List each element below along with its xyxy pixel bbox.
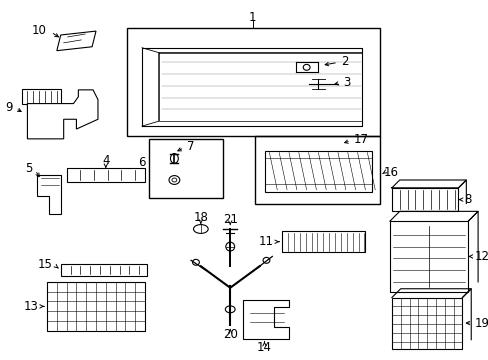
Polygon shape: [389, 221, 468, 292]
Text: 3: 3: [342, 76, 349, 89]
Text: 21: 21: [222, 213, 237, 226]
Ellipse shape: [303, 64, 309, 70]
Text: 8: 8: [464, 193, 471, 206]
Ellipse shape: [225, 306, 235, 313]
Text: 4: 4: [102, 154, 109, 167]
Ellipse shape: [172, 178, 177, 182]
Ellipse shape: [192, 259, 199, 265]
Polygon shape: [243, 300, 288, 339]
Text: 5: 5: [25, 162, 32, 175]
Text: 9: 9: [5, 101, 13, 114]
Polygon shape: [264, 150, 371, 192]
Text: 2: 2: [340, 55, 348, 68]
Text: 14: 14: [257, 341, 271, 354]
Ellipse shape: [225, 242, 234, 251]
Ellipse shape: [170, 154, 178, 163]
Text: 11: 11: [258, 235, 273, 248]
Text: 7: 7: [187, 140, 194, 153]
Polygon shape: [27, 90, 98, 139]
Ellipse shape: [193, 225, 208, 233]
Text: 10: 10: [32, 24, 47, 37]
Polygon shape: [57, 31, 96, 51]
Polygon shape: [282, 231, 365, 252]
Bar: [127, 28, 379, 136]
Polygon shape: [66, 168, 145, 182]
Text: 13: 13: [23, 300, 38, 313]
Polygon shape: [37, 175, 61, 214]
Text: 20: 20: [223, 328, 237, 341]
Text: 15: 15: [38, 258, 53, 271]
Polygon shape: [391, 298, 462, 348]
Text: 16: 16: [383, 166, 398, 179]
Ellipse shape: [169, 176, 180, 184]
Polygon shape: [61, 264, 147, 276]
Text: 17: 17: [353, 133, 368, 146]
Bar: [149, 139, 223, 198]
Polygon shape: [47, 282, 145, 331]
Text: 19: 19: [473, 316, 488, 329]
Bar: [254, 136, 379, 204]
Ellipse shape: [263, 257, 269, 263]
Polygon shape: [391, 188, 458, 211]
Text: 6: 6: [138, 156, 146, 169]
Text: 18: 18: [193, 211, 208, 224]
Polygon shape: [21, 89, 61, 104]
Text: 1: 1: [248, 11, 256, 24]
Text: 12: 12: [473, 250, 488, 263]
